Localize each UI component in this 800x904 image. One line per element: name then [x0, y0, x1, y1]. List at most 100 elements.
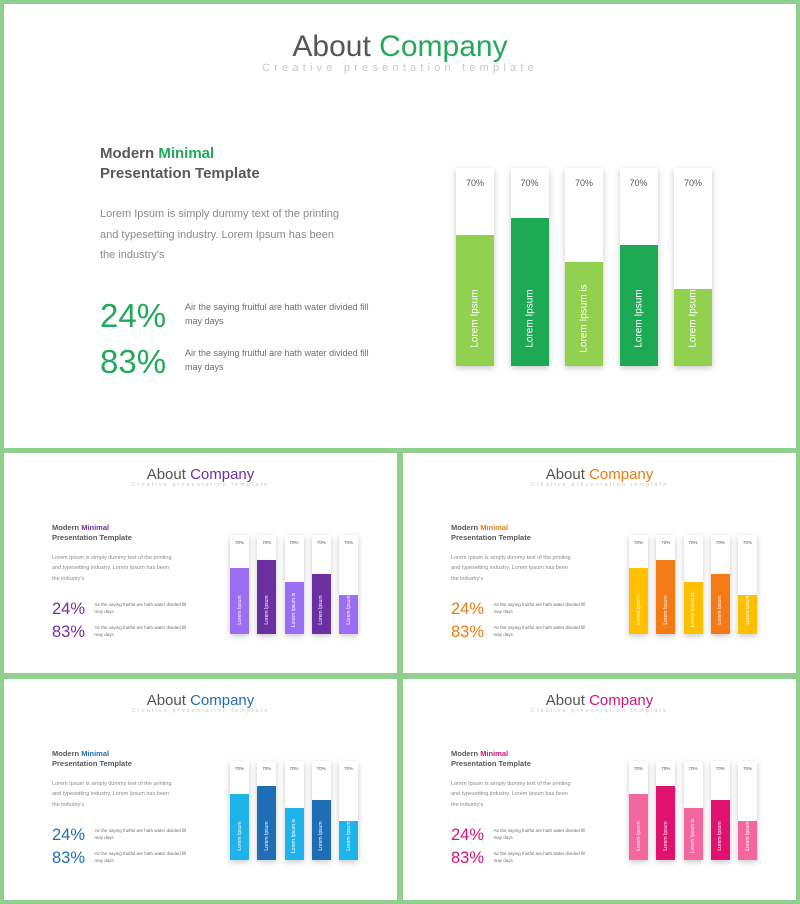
body-text: Lorem Ipsum is simply dummy text of the … [451, 781, 571, 808]
bar-column: 70% Lorem Ipsum [510, 168, 549, 366]
stat-description: Air the saying fruitful are hath water d… [94, 602, 187, 614]
bar-column: 70% Lorem Ipsum is [284, 535, 304, 634]
bar-column: 70% Lorem Ipsum [311, 535, 331, 634]
bar-fill: Lorem Ipsum [339, 595, 358, 634]
bar-label: Lorem Ipsum is [690, 592, 696, 628]
bar-label: Lorem Ipsum is [690, 818, 696, 854]
bar-fill: Lorem Ipsum [656, 786, 676, 860]
bar-percent-label: 70% [289, 540, 299, 545]
bar-label: Lorem Ipsum is [291, 818, 297, 854]
heading-line-2: Presentation Template [451, 759, 531, 768]
content-heading: Modern Minimal Presentation Template [52, 749, 132, 769]
title-accent: Company [190, 466, 255, 483]
bar-column: 70% Lorem Ipsum [257, 761, 277, 860]
heading-accent: Minimal [81, 749, 110, 758]
bar-fill: Lorem Ipsum [656, 560, 676, 634]
title-plain: About [146, 466, 186, 483]
bar-label: Lorem Ipsum [345, 595, 352, 625]
bar-column: 70% Lorem Ipsum [339, 761, 358, 860]
slide-3: About Company Creative presentation temp… [403, 453, 796, 673]
bar-chart: 70% Lorem Ipsum 70% Lorem Ipsum 70% Lorem Ips… [230, 535, 359, 634]
bar-percent-label: 70% [520, 178, 539, 188]
bar-label: Lorem Ipsum [263, 595, 270, 625]
bar-fill: Lorem Ipsum [710, 573, 730, 634]
slide-2: About Company Creative presentation temp… [4, 453, 397, 673]
bar-column: 70% Lorem Ipsum [629, 761, 648, 860]
bar-percent-label: 70% [234, 766, 244, 771]
stat-row: 83% Air the saying fruitful are hath wat… [451, 848, 601, 868]
stat-row: 83% Air the saying fruitful are hath wat… [100, 342, 400, 382]
bar-column: 70% Lorem Ipsum [656, 761, 676, 860]
heading-accent: Minimal [81, 523, 110, 532]
bar-label: Lorem Ipsum [469, 289, 481, 348]
bar-percent-label: 70% [629, 178, 648, 188]
bar-label: Lorem Ipsum [236, 595, 243, 625]
slide-5: About Company Creative presentation temp… [403, 679, 796, 900]
title-plain: About [146, 692, 186, 709]
bar-percent-label: 70% [289, 766, 299, 771]
bar-label: Lorem Ipsum [744, 821, 751, 851]
stat-description: Air the saying fruitful are hath water d… [94, 828, 187, 840]
bar-percent-label: 70% [574, 178, 593, 188]
bar-column: 70% Lorem Ipsum is [565, 168, 603, 366]
bar-percent-label: 70% [688, 766, 698, 771]
bar-column: 70% Lorem Ipsum [230, 535, 249, 634]
bar-percent-label: 70% [316, 540, 326, 545]
bar-percent-label: 70% [661, 766, 671, 771]
bar-column: 70% Lorem Ipsum is [683, 535, 703, 634]
bar-fill: Lorem Ipsum [710, 799, 730, 860]
bar-percent-label: 70% [465, 178, 484, 188]
bar-chart: 70% Lorem Ipsum 70% Lorem Ipsum 70% Lorem Ips… [629, 761, 758, 860]
heading-accent: Minimal [480, 523, 509, 532]
slide-title: About Company [4, 30, 796, 64]
slide-subtitle: Creative presentation template [530, 708, 669, 714]
stat-value: 83% [52, 623, 86, 641]
bar-column: 70% Lorem Ipsum [674, 168, 712, 366]
stat-value: 24% [52, 826, 86, 844]
stat-row: 24% Air the saying fruitful are hath wat… [100, 296, 400, 336]
bar-label: Lorem Ipsum [524, 289, 535, 348]
slide-subtitle: Creative presentation template [262, 62, 538, 74]
bar-label: Lorem Ipsum is [578, 284, 590, 353]
bar-label: Lorem Ipsum is [291, 592, 297, 628]
heading-plain: Modern [100, 145, 155, 162]
bar-fill: Lorem Ipsum is [284, 581, 304, 634]
stat-row: 83% Air the saying fruitful are hath wat… [52, 622, 202, 642]
bar-percent-label: 70% [262, 540, 272, 545]
bar-percent-label: 70% [316, 766, 326, 771]
stat-value: 83% [451, 849, 485, 867]
bar-fill: Lorem Ipsum [510, 218, 549, 366]
stat-row: 83% Air the saying fruitful are hath wat… [52, 848, 202, 868]
content-heading: Modern Minimal Presentation Template [100, 144, 260, 184]
title-accent: Company [589, 692, 654, 709]
bar-fill: Lorem Ipsum [257, 786, 277, 860]
stat-value: 24% [100, 297, 167, 334]
heading-plain: Modern [451, 523, 479, 532]
slide-4: About Company Creative presentation temp… [4, 679, 397, 900]
stat-description: Air the saying fruitful are hath water d… [94, 625, 187, 637]
stat-description: Air the saying fruitful are hath water d… [493, 828, 586, 840]
bar-percent-label: 70% [262, 766, 272, 771]
stat-description: Air the saying fruitful are hath water d… [185, 348, 369, 372]
bar-label: Lorem Ipsum [345, 821, 352, 851]
stat-row: 83% Air the saying fruitful are hath wat… [451, 622, 601, 642]
stat-description: Air the saying fruitful are hath water d… [493, 851, 586, 863]
bar-percent-label: 70% [234, 540, 244, 545]
heading-line-2: Presentation Template [52, 759, 132, 768]
heading-line-2: Presentation Template [52, 533, 132, 542]
body-text: Lorem Ipsum is simply dummy text of the … [451, 555, 571, 582]
bar-fill: Lorem Ipsum [456, 234, 494, 366]
heading-accent: Minimal [480, 749, 509, 758]
stat-value: 83% [451, 623, 485, 641]
body-text: Lorem Ipsum is simply dummy text of the … [52, 781, 172, 808]
slide-subtitle: Creative presentation template [530, 482, 669, 488]
heading-plain: Modern [451, 749, 479, 758]
content-heading: Modern Minimal Presentation Template [451, 749, 531, 769]
title-plain: About [545, 692, 585, 709]
body-text: Lorem Ipsum is simply dummy text of the … [100, 208, 340, 261]
bar-percent-label: 70% [742, 540, 752, 545]
bar-column: 70% Lorem Ipsum [619, 168, 658, 366]
bar-percent-label: 70% [715, 766, 725, 771]
bar-fill: Lorem Ipsum is [565, 261, 603, 366]
bar-chart: 70% Lorem Ipsum 70% Lorem Ipsum 70% Lorem Ips… [456, 168, 714, 366]
